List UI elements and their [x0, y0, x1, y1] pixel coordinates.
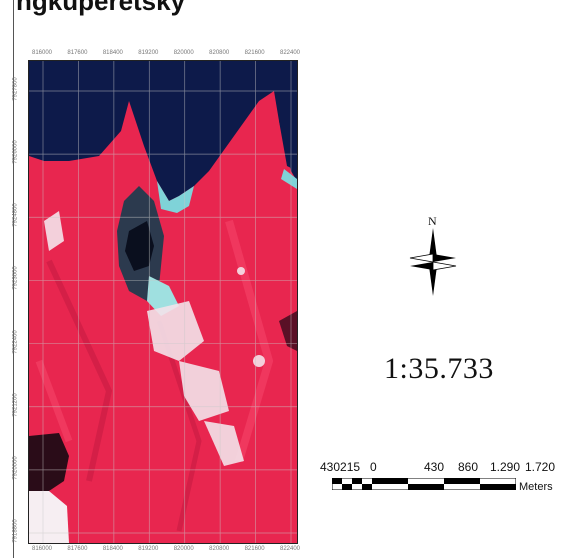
scalebar-label: 0: [370, 460, 377, 474]
graticule-tick-label: 818400: [102, 50, 123, 56]
white-patch: [29, 491, 69, 543]
north-arrow-icon: [408, 214, 458, 296]
graticule-tick-label: 820000: [173, 50, 194, 56]
dark-patch: [29, 433, 69, 493]
scalebar-label: 1.290: [490, 460, 521, 474]
graticule-tick-label: 819200: [138, 50, 159, 56]
scalebar-label: 860: [458, 460, 479, 474]
graticule-tick-label: 7924800: [12, 203, 19, 227]
graticule-tick-label: 7923600: [12, 266, 19, 291]
graticule-tick-label: 820800: [209, 50, 230, 56]
graticule-tick-label: 816000: [32, 546, 53, 552]
scale-ratio: 1:35.733: [384, 352, 494, 385]
false-color-image: [29, 61, 297, 543]
scalebar-labels: 430215 0 430 860 1.290 1.720: [320, 460, 560, 476]
graticule-tick-label: 7920000: [12, 456, 19, 480]
right-bay: [279, 101, 297, 181]
page-margin-rule: [13, 0, 14, 558]
sea-area: [29, 61, 297, 201]
graticule-grid: [29, 61, 297, 543]
north-label: N: [428, 214, 437, 228]
graticule-tick-label: 7927800: [12, 77, 19, 101]
graticule-tick-label: 820800: [209, 546, 230, 552]
graticule-tick-label: 7922400: [12, 329, 19, 354]
scalebar: [332, 478, 516, 490]
graticule-tick-label: 820000: [173, 546, 194, 552]
graticule-tick-label: 817600: [67, 546, 88, 552]
graticule-tick-label: 7921200: [12, 393, 19, 417]
graticule-tick-label: 821600: [244, 50, 265, 56]
scale-unit: Meters: [519, 481, 553, 493]
graticule-tick-label: 818400: [102, 546, 123, 552]
urban-area: [44, 211, 265, 466]
graticule-tick-label: 817600: [67, 50, 88, 56]
figure-caption: ngkuperetsky: [16, 0, 186, 16]
satellite-map[interactable]: [28, 60, 298, 544]
graticule-tick-label: 7918800: [12, 519, 19, 543]
graticule-tick-label: 816000: [32, 50, 53, 56]
graticule-tick-label: 7926000: [12, 140, 19, 164]
graticule-tick-label: 821600: [244, 546, 265, 552]
graticule-tick-label: 819200: [138, 546, 159, 552]
graticule-tick-label: 822400: [280, 546, 301, 552]
scalebar-label: 1.720: [525, 460, 556, 474]
graticule-tick-label: 822400: [280, 50, 301, 56]
scalebar-label: 430215: [320, 460, 361, 474]
scalebar-label: 430: [424, 460, 445, 474]
